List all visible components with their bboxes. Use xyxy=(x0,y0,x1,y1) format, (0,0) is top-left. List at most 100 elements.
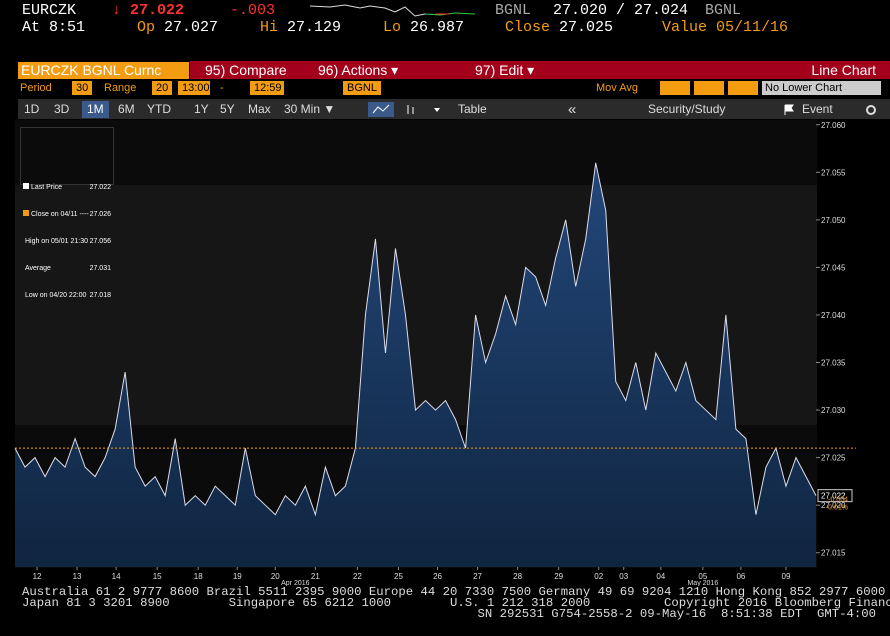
stat-label: Lo xyxy=(383,19,402,36)
change-label: -0.01% xyxy=(826,505,848,512)
menu-bar xyxy=(190,61,890,79)
legend-value: 27.022 xyxy=(89,184,111,191)
mov-avg-field[interactable] xyxy=(728,81,758,95)
stat-label: At xyxy=(22,19,41,36)
range-button[interactable]: 1M xyxy=(82,101,109,118)
study-button[interactable]: Security/Study xyxy=(648,102,726,116)
legend-value: 27.018 xyxy=(89,292,111,299)
range-button[interactable]: Max xyxy=(248,102,271,116)
x-tick-label: 15 xyxy=(153,572,162,581)
line xyxy=(14,162,817,517)
last-label: 27.022 xyxy=(821,492,846,501)
x-tick-label: 03 xyxy=(619,572,628,581)
chart-icons[interactable] xyxy=(368,102,448,117)
last-label-box xyxy=(817,489,853,503)
x-tick-label: 27 xyxy=(473,572,482,581)
x-tick-label: 06 xyxy=(736,572,745,581)
mov-avg-field[interactable] xyxy=(694,81,724,95)
range-button[interactable]: 6M xyxy=(118,102,135,116)
lower-chart[interactable]: No Lower Chart xyxy=(762,81,881,95)
interval[interactable]: 30 Min ▼ xyxy=(284,102,336,116)
x-tick-label: 29 xyxy=(554,572,563,581)
back-button[interactable]: « xyxy=(568,101,577,118)
stat-label: Value xyxy=(662,19,708,36)
x-tick-label: 14 xyxy=(112,572,121,581)
stat-value: 26.987 xyxy=(410,19,465,36)
x-tick-label: 22 xyxy=(353,572,362,581)
period-field[interactable]: 30 xyxy=(72,81,93,95)
icons xyxy=(784,104,876,115)
y-tick-label: 27.025 xyxy=(821,454,846,463)
x-tick-label: 25 xyxy=(394,572,403,581)
symbol: EURCZK xyxy=(22,2,77,19)
x-tick-label: 13 xyxy=(73,572,82,581)
legend: Last Price 27.022 Close on 04/11 ---- 27.0… xyxy=(20,127,114,299)
chart-kind[interactable]: Line Chart xyxy=(811,62,876,78)
range-button[interactable]: 5Y xyxy=(220,102,235,116)
mov-avg-field[interactable] xyxy=(660,81,690,95)
legend-value: 27.026 xyxy=(89,211,111,218)
change-label: -0.004 xyxy=(828,497,848,504)
stat-value: 27.027 xyxy=(164,19,219,36)
range-button[interactable]: 1D xyxy=(24,102,40,116)
x-tick-label: 12 xyxy=(33,572,42,581)
x-tick-label: 09 xyxy=(782,572,791,581)
legend-label: Close on 04/11 ---- xyxy=(30,211,89,218)
bid-ask: 27.020 / 27.024 xyxy=(553,2,689,19)
y-tick-label: 27.060 xyxy=(821,121,846,130)
legend-value: 27.031 xyxy=(89,265,111,272)
stat-label: Op xyxy=(137,19,156,36)
legend-label: High on 05/01 21:30 xyxy=(24,238,89,245)
legend-label: Low on 04/20 22:00 xyxy=(24,292,87,299)
y-tick-label: 27.055 xyxy=(821,168,846,177)
source: BGNL xyxy=(705,2,742,19)
y-tick-label: 27.035 xyxy=(821,359,846,368)
mov-avg-label: Mov Avg xyxy=(596,82,638,94)
plot-band xyxy=(15,185,817,425)
month-label: May 2016 xyxy=(687,580,718,586)
source-field[interactable]: BGNL xyxy=(343,81,381,95)
period-label: Period xyxy=(20,82,52,94)
range-field[interactable]: 20 xyxy=(152,81,173,95)
end-field[interactable]: 12:59 xyxy=(250,81,284,95)
legend-label: Last Price xyxy=(30,184,63,191)
toolbar xyxy=(18,99,890,119)
footer-line: Australia 61 2 9777 8600 Brazil 5511 239… xyxy=(22,585,886,599)
x-tick-label: 04 xyxy=(656,572,665,581)
footer-line: Japan 81 3 3201 8900 Singapore 65 6212 1… xyxy=(22,596,890,610)
stat-value: 8:51 xyxy=(49,19,86,36)
start-field[interactable]: 13:00 xyxy=(178,81,210,95)
x-tick-label: 02 xyxy=(594,572,603,581)
x-tick-label: 20 xyxy=(271,572,280,581)
x-tick-label: 19 xyxy=(233,572,242,581)
range-button[interactable]: 3D xyxy=(54,102,70,116)
menu-item[interactable]: 95) Compare xyxy=(205,62,287,78)
area xyxy=(15,162,816,568)
last-price: ↓ 27.022 xyxy=(112,2,185,19)
range-button[interactable]: 1Y xyxy=(194,102,209,116)
event-button[interactable]: Event xyxy=(802,102,833,116)
range-button[interactable]: YTD xyxy=(147,102,171,116)
y-tick-label: 27.030 xyxy=(821,406,846,415)
table-button[interactable]: Table xyxy=(458,102,487,116)
stat-label: Close xyxy=(505,19,551,36)
x-tick-label: 28 xyxy=(513,572,522,581)
menu-item[interactable]: 97) Edit ▾ xyxy=(475,62,535,78)
dash: - xyxy=(220,82,224,94)
security-button[interactable]: EURCZK BGNL Curnc xyxy=(18,62,189,79)
month-label: Apr 2016 xyxy=(281,580,310,586)
stat-value: 27.025 xyxy=(559,19,614,36)
stat-value: 27.129 xyxy=(287,19,342,36)
y-tick-label: 27.015 xyxy=(821,549,846,558)
range-label: Range xyxy=(104,82,137,94)
x-tick-label: 18 xyxy=(194,572,203,581)
sparkline xyxy=(310,4,476,17)
y-tick-label: 27.045 xyxy=(821,263,846,272)
stat-label: Hi xyxy=(260,19,279,36)
menu-item[interactable]: 96) Actions ▾ xyxy=(318,62,399,78)
y-tick-label: 27.040 xyxy=(821,311,846,320)
stat-value: 05/11/16 xyxy=(716,19,789,36)
y-tick-label: 27.050 xyxy=(821,216,846,225)
footer-line: SN 292531 G754-2558-2 09-May-16 8:51:38 … xyxy=(477,607,876,621)
